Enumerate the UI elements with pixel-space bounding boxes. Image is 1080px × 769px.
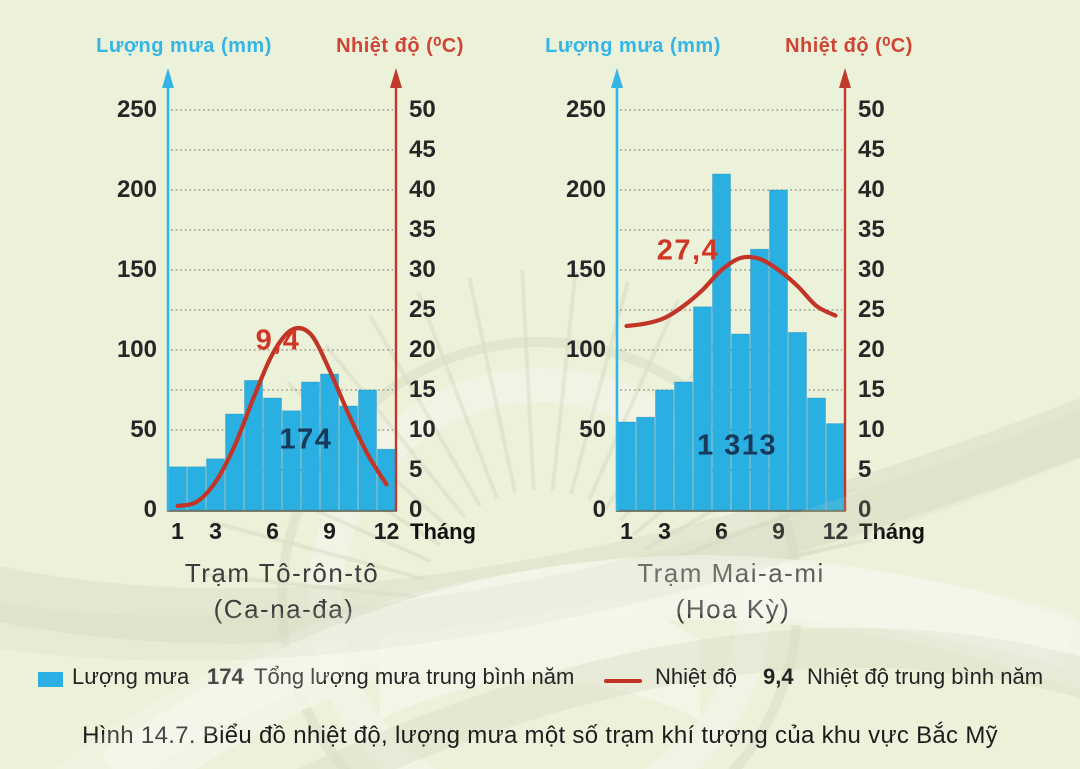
month-axis-label: Tháng	[410, 519, 476, 544]
temp-tick-15: 15	[858, 376, 885, 403]
temperature-axis-title: Nhiệt độ (⁰C)	[336, 35, 464, 57]
precipitation-bars	[168, 373, 396, 511]
bar-month-2	[636, 416, 655, 511]
precip-tick-150: 150	[565, 256, 606, 283]
bar-month-1	[617, 421, 636, 511]
month-tick-1: 1	[171, 518, 184, 544]
annual-precipitation-total-label: 1 313	[696, 429, 778, 462]
precipitation-axis-arrow-icon	[611, 68, 623, 88]
temp-tick-30: 30	[409, 256, 436, 283]
temp-tick-15: 15	[409, 376, 436, 403]
figure-caption: Hình 14.7. Biểu đồ nhiệt độ, lượng mưa m…	[82, 722, 998, 749]
temp-tick-40: 40	[409, 176, 436, 203]
legend-temp-value: 9,4	[763, 664, 794, 689]
month-tick-9: 9	[323, 518, 336, 544]
legend-precip-label: Lượng mưa	[72, 664, 190, 689]
legend-precip-value: 174	[207, 664, 244, 689]
precip-tick-200: 200	[116, 176, 157, 203]
temperature-axis-arrow-icon	[839, 68, 851, 88]
bar-month-7	[731, 333, 750, 511]
annual-mean-temperature-label: 27,4	[656, 234, 720, 267]
precip-tick-100: 100	[116, 336, 157, 363]
bar-month-9	[769, 189, 788, 511]
month-tick-6: 6	[266, 518, 279, 544]
bar-month-12	[377, 448, 396, 511]
station-country-miami: (Hoa Kỳ)	[675, 594, 791, 624]
bar-month-5	[693, 306, 712, 511]
precipitation-swatch-icon	[38, 672, 63, 687]
precip-tick-200: 200	[565, 176, 606, 203]
precipitation-axis-title: Lượng mưa (mm)	[545, 35, 721, 57]
bar-month-4	[674, 381, 693, 511]
temp-tick-25: 25	[858, 296, 885, 323]
annual-precipitation-total-label: 174	[279, 423, 333, 456]
month-tick-12: 12	[373, 518, 400, 544]
temp-tick-10: 10	[858, 416, 885, 443]
month-axis-label: Tháng	[859, 519, 925, 544]
temperature-line-swatch-icon	[604, 679, 642, 683]
climate-chart-toronto	[162, 68, 402, 512]
temperature-axis-arrow-icon	[390, 68, 402, 88]
precip-tick-50: 50	[130, 416, 157, 443]
bar-month-12	[826, 423, 845, 511]
precip-tick-250: 250	[116, 96, 157, 123]
month-tick-3: 3	[658, 518, 671, 544]
station-title-miami: Trạm Mai-a-mi	[637, 558, 825, 588]
precipitation-axis-arrow-icon	[162, 68, 174, 88]
bar-month-8	[750, 248, 769, 511]
annual-mean-temperature-label: 9,4	[255, 324, 301, 357]
month-tick-12: 12	[822, 518, 849, 544]
legend-temp-label: Nhiệt độ	[655, 664, 737, 689]
bar-month-7	[282, 410, 301, 511]
precipitation-bars	[617, 173, 845, 511]
precip-tick-100: 100	[565, 336, 606, 363]
legend-precip-desc: Tổng lượng mưa trung bình năm	[254, 664, 575, 689]
temp-tick-10: 10	[409, 416, 436, 443]
climate-chart-miami	[611, 68, 851, 512]
temp-tick-50: 50	[409, 96, 436, 123]
precip-tick-250: 250	[565, 96, 606, 123]
temperature-curve	[624, 254, 838, 329]
month-tick-3: 3	[209, 518, 222, 544]
temp-tick-20: 20	[409, 336, 436, 363]
station-title-toronto: Trạm Tô-rôn-tô	[184, 558, 380, 588]
watermark-group	[0, 270, 1080, 769]
precip-tick-50: 50	[579, 416, 606, 443]
temp-tick-50: 50	[858, 96, 885, 123]
precip-tick-0: 0	[592, 496, 606, 523]
temp-tick-45: 45	[858, 136, 885, 163]
precip-tick-0: 0	[143, 496, 157, 523]
temp-tick-45: 45	[409, 136, 436, 163]
bar-month-10	[339, 405, 358, 511]
precipitation-axis-title: Lượng mưa (mm)	[96, 35, 272, 57]
bar-month-3	[655, 389, 674, 511]
bar-month-6	[712, 173, 731, 511]
legend-temp-desc: Nhiệt độ trung bình năm	[807, 664, 1044, 689]
station-country-toronto: (Ca-na-đa)	[213, 594, 355, 624]
temperature-curve	[175, 325, 389, 509]
bar-month-11	[807, 397, 826, 511]
bar-month-6	[263, 397, 282, 511]
temp-tick-20: 20	[858, 336, 885, 363]
temp-tick-40: 40	[858, 176, 885, 203]
temp-tick-25: 25	[409, 296, 436, 323]
temp-tick-5: 5	[858, 456, 872, 483]
temperature-axis-title: Nhiệt độ (⁰C)	[785, 35, 913, 57]
temp-tick-35: 35	[858, 216, 885, 243]
bar-month-10	[788, 331, 807, 511]
month-tick-9: 9	[772, 518, 785, 544]
temp-tick-30: 30	[858, 256, 885, 283]
temp-tick-35: 35	[409, 216, 436, 243]
temp-tick-0: 0	[858, 496, 872, 523]
precip-tick-150: 150	[116, 256, 157, 283]
month-tick-1: 1	[620, 518, 633, 544]
month-tick-6: 6	[715, 518, 728, 544]
temp-tick-0: 0	[409, 496, 423, 523]
temp-tick-5: 5	[409, 456, 423, 483]
bar-month-8	[301, 381, 320, 511]
